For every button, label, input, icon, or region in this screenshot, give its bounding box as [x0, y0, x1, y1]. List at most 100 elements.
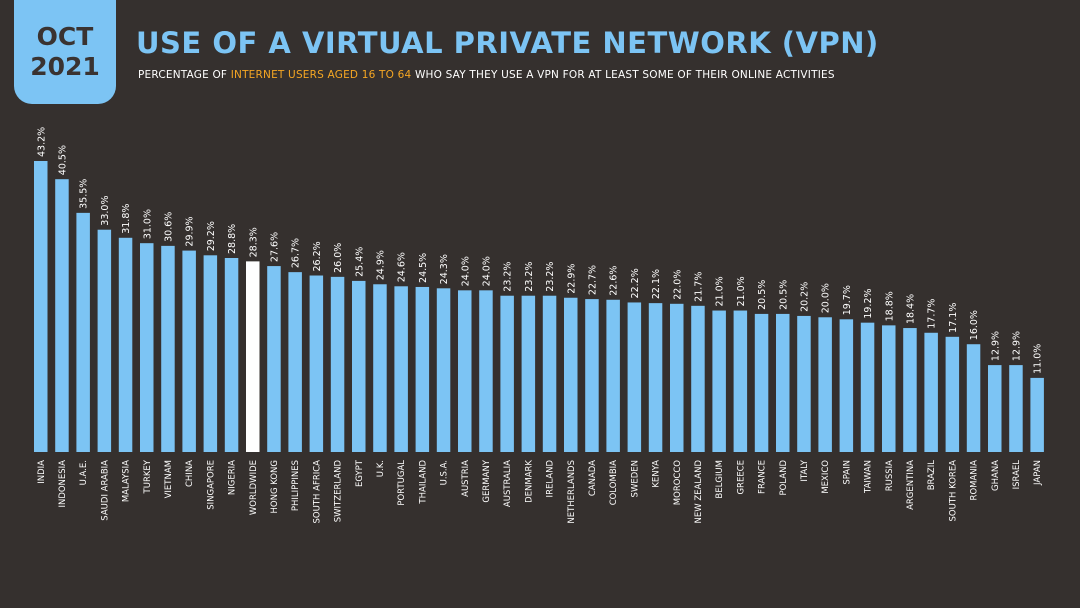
category-label: KENYA: [652, 460, 662, 488]
chart-subtitle: PERCENTAGE OF INTERNET USERS AGED 16 TO …: [138, 69, 835, 81]
category-label: WORLDWIDE: [249, 460, 259, 515]
data-label: 24.6%: [397, 252, 408, 282]
bar-worldwide: [246, 261, 260, 452]
subtitle-prefix: PERCENTAGE OF: [138, 69, 231, 81]
bar-u-k-: [373, 284, 387, 452]
data-label: 24.0%: [481, 256, 492, 286]
category-label: FRANCE: [758, 460, 768, 494]
data-label: 25.4%: [354, 247, 365, 277]
category-label: AUSTRALIA: [503, 460, 513, 507]
bar-israel: [1009, 365, 1023, 452]
category-label: MOROCCO: [673, 460, 683, 505]
category-label: ROMANIA: [970, 460, 980, 501]
data-label: 35.5%: [79, 179, 90, 209]
category-label: TAIWAN: [864, 460, 874, 494]
category-label: SWEDEN: [630, 460, 640, 497]
category-label: NEW ZEALAND: [694, 460, 704, 524]
bar-kenya: [648, 303, 663, 452]
data-label: 18.8%: [884, 291, 895, 321]
bar-india: [34, 161, 48, 452]
data-label: 30.6%: [163, 212, 174, 242]
category-label: SOUTH KOREA: [948, 460, 958, 522]
bar-argentina: [903, 328, 917, 452]
bar-portugal: [394, 286, 408, 452]
data-label: 12.9%: [1011, 331, 1022, 361]
category-label: IRELAND: [546, 460, 556, 498]
category-label: SPAIN: [842, 460, 852, 485]
bar-mexico: [818, 317, 832, 452]
data-label: 31.0%: [142, 209, 153, 239]
category-label: INDIA: [37, 460, 47, 484]
data-label: 23.2%: [545, 262, 556, 292]
bar-turkey: [140, 243, 154, 452]
data-label: 26.7%: [291, 238, 302, 268]
data-label: 22.9%: [566, 264, 577, 294]
bar-malaysia: [118, 237, 133, 452]
data-label: 20.2%: [799, 282, 810, 312]
subtitle-suffix: WHO SAY THEY USE A VPN FOR AT LEAST SOME…: [411, 69, 835, 81]
category-label: ISRAEL: [1012, 460, 1022, 490]
category-label: POLAND: [779, 460, 789, 496]
bar-belgium: [712, 310, 726, 452]
data-label: 20.5%: [757, 280, 768, 310]
data-label: 17.1%: [948, 303, 959, 333]
category-label: U.K.: [376, 460, 386, 477]
data-label: 24.0%: [460, 256, 471, 286]
data-label: 28.8%: [227, 224, 238, 254]
bar-poland: [776, 313, 790, 452]
data-label: 19.2%: [863, 288, 874, 318]
category-label: PHILIPPINES: [291, 460, 301, 511]
bar-switzerland: [330, 276, 345, 452]
category-label: CHINA: [185, 460, 195, 487]
date-badge: OCT 2021: [14, 0, 116, 104]
category-label: GREECE: [736, 460, 746, 495]
data-label: 27.6%: [269, 232, 280, 262]
bar-saudi-arabia: [97, 229, 112, 452]
bar-philippines: [288, 272, 302, 452]
bar-denmark: [521, 295, 536, 452]
data-label: 43.2%: [36, 127, 47, 157]
bar-japan: [1030, 377, 1044, 452]
category-label: EGYPT: [355, 459, 365, 487]
bar-morocco: [670, 303, 684, 452]
bar-hong-kong: [267, 266, 281, 452]
bar-netherlands: [564, 297, 578, 452]
bar-italy: [797, 315, 811, 452]
category-label: TURKEY: [143, 459, 153, 494]
bar-thailand: [415, 286, 430, 452]
category-label: SWITZERLAND: [334, 460, 344, 523]
category-label: THAILAND: [418, 460, 428, 505]
data-label: 24.3%: [439, 254, 450, 284]
data-label: 20.5%: [778, 280, 789, 310]
bar-u-a-e-: [76, 212, 90, 452]
bar-canada: [585, 299, 599, 452]
bar-u-s-a-: [436, 288, 451, 452]
bar-greece: [733, 310, 748, 452]
data-label: 11.0%: [1033, 344, 1044, 374]
category-label: PORTUGAL: [397, 460, 407, 506]
category-label: MEXICO: [821, 460, 831, 494]
category-label: JAPAN: [1033, 460, 1043, 486]
category-label: ARGENTINA: [906, 460, 916, 510]
data-label: 40.5%: [57, 145, 68, 175]
category-label: COLOMBIA: [609, 460, 619, 505]
bar-sweden: [627, 302, 642, 452]
data-label: 20.0%: [821, 283, 832, 313]
data-label: 29.2%: [206, 221, 217, 251]
bar-egypt: [352, 280, 366, 452]
data-label: 21.0%: [715, 276, 726, 306]
data-label: 22.1%: [651, 269, 662, 299]
data-label: 23.2%: [503, 262, 514, 292]
bar-south-korea: [945, 336, 960, 452]
bar-spain: [839, 319, 854, 452]
category-label: NETHERLANDS: [567, 460, 577, 524]
bar-south-africa: [309, 275, 324, 452]
data-label: 16.0%: [969, 310, 980, 340]
data-label: 26.0%: [333, 243, 344, 273]
category-label: SAUDI ARABIA: [100, 460, 110, 521]
date-month: OCT: [36, 22, 94, 51]
category-label: VIETNAM: [164, 460, 174, 498]
bar-brazil: [924, 332, 938, 452]
bar-ghana: [988, 365, 1002, 452]
data-label: 22.7%: [587, 265, 598, 295]
